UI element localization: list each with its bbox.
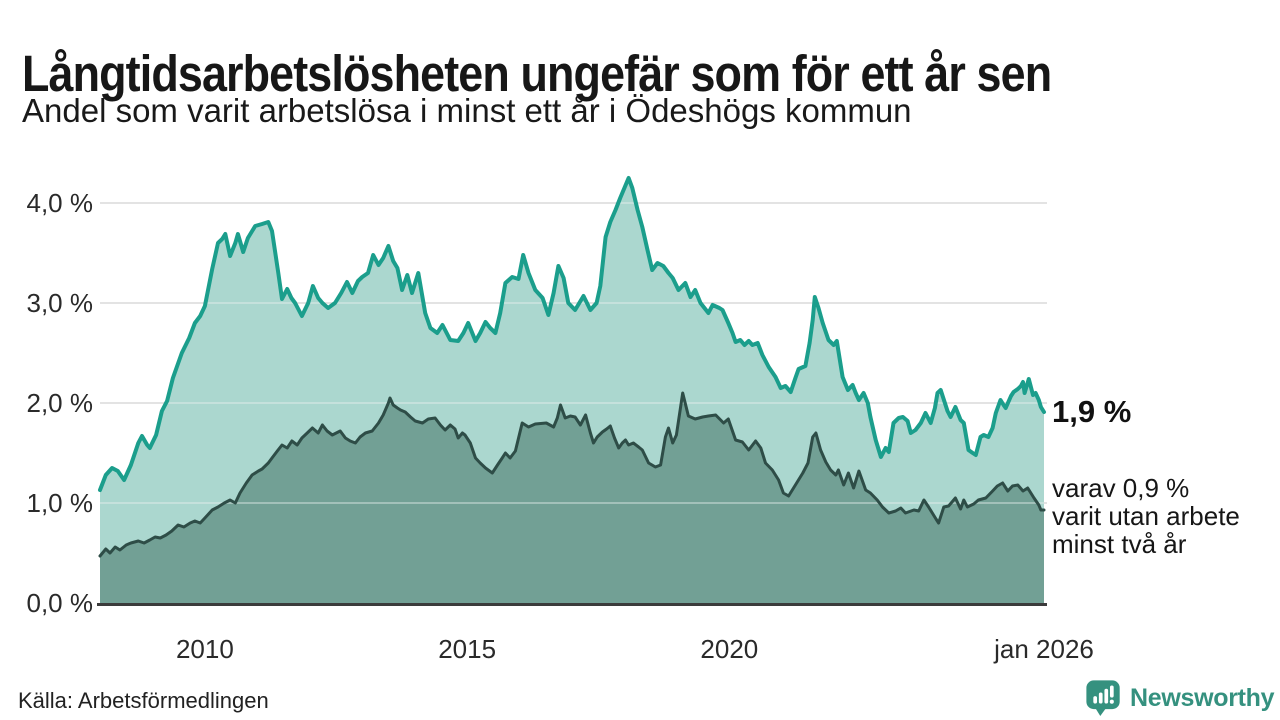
y-axis-label: 3,0 %: [27, 288, 94, 318]
newsworthy-wordmark: Newsworthy: [1130, 683, 1275, 712]
y-axis-label: 1,0 %: [27, 488, 94, 518]
end-note-line2: varit utan arbete: [1052, 501, 1240, 531]
series2-end-note: varav 0,9 % varit utan arbete minst två …: [1052, 474, 1240, 558]
x-axis-label: 2015: [438, 634, 496, 664]
end-note-line3: minst två år: [1052, 529, 1187, 559]
chart-subtitle: Andel som varit arbetslösa i minst ett å…: [22, 92, 912, 129]
area-unemployed-2yr: [100, 393, 1044, 603]
y-axis-label: 2,0 %: [27, 388, 94, 418]
newsworthy-brand: Newsworthy: [1085, 679, 1275, 717]
y-axis-label: 4,0 %: [27, 188, 94, 218]
line-unemployed-1yr: [98, 176, 1046, 492]
x-axis-label: 2010: [176, 634, 234, 664]
page-title: Långtidsarbetslösheten ungefär som för e…: [22, 45, 1052, 103]
series-end-value-label: 1,9 %: [1052, 394, 1132, 429]
line-unemployed-2yr: [98, 391, 1046, 558]
newsworthy-logo-icon: [1086, 680, 1120, 717]
source-caption: Källa: Arbetsförmedlingen: [18, 688, 269, 713]
x-axis-label: 2020: [700, 634, 758, 664]
x-axis-label: jan 2026: [993, 634, 1094, 664]
end-note-line1: varav 0,9 %: [1052, 473, 1190, 503]
y-axis-label: 0,0 %: [27, 588, 94, 618]
